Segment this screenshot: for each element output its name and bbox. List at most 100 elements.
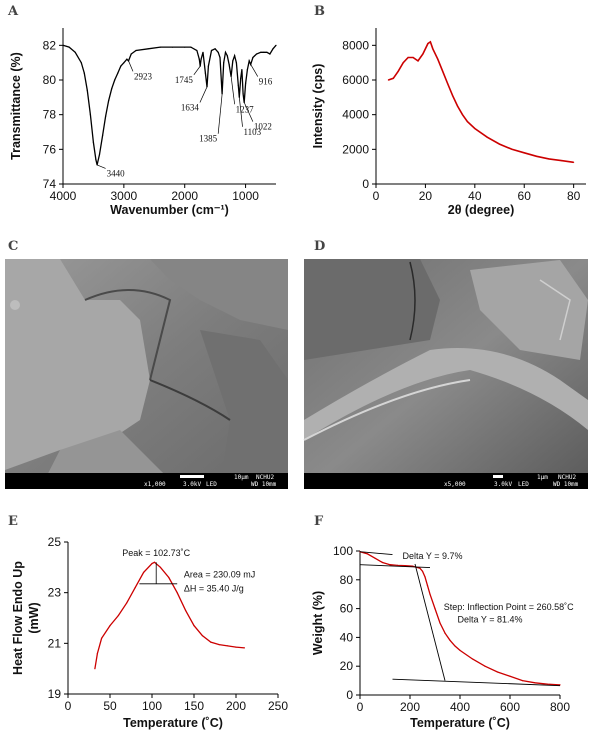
ftir-chart: 4000 3000 2000 1000 74 76 78 80 82 Wavenumber (cm… — [9, 28, 277, 217]
data-point — [449, 639, 451, 641]
data-point — [412, 56, 414, 59]
y-tick-label: 60 — [340, 602, 354, 616]
sem-c-scale: 10μm — [234, 474, 249, 481]
panel-label-f: F — [314, 514, 324, 529]
data-point — [86, 89, 88, 91]
data-point — [240, 77, 242, 79]
data-point — [498, 143, 501, 145]
data-point — [223, 62, 225, 64]
x-axis-title: Temperature (˚C) — [410, 716, 510, 730]
y-tick-label: 74 — [43, 177, 57, 191]
data-point — [427, 43, 429, 45]
annotation-leader — [250, 64, 259, 77]
peak-annotation: 1237 — [236, 104, 255, 114]
data-point — [102, 134, 104, 137]
x-tick-label: 2000 — [171, 189, 198, 203]
data-point — [135, 49, 137, 52]
y-tick-label: 0 — [346, 688, 353, 702]
x-tick-label: 0 — [357, 700, 364, 714]
y-tick-label: 100 — [333, 544, 353, 558]
data-point — [392, 77, 394, 79]
enthalpy-label: ΔH = 35.40 J/g — [184, 583, 244, 593]
data-point — [108, 100, 110, 102]
x-tick-label: 0 — [373, 189, 380, 203]
data-point — [536, 155, 538, 157]
y-tick-label: 19 — [48, 687, 62, 701]
y-axis-title: Intensity (cps) — [311, 64, 325, 149]
data-point — [201, 635, 203, 637]
xrd-chart: 0 20 40 60 80 0 2000 4000 6000 8000 2θ (degree) Int… — [311, 28, 586, 217]
data-point — [404, 565, 406, 567]
data-point — [548, 158, 550, 160]
peak-annotation: 1745 — [175, 75, 194, 85]
data-point — [98, 153, 101, 156]
data-point — [68, 46, 70, 48]
x-tick-label: 0 — [65, 699, 72, 713]
data-point — [224, 51, 227, 53]
x-tick-label: 200 — [400, 700, 420, 714]
data-point — [147, 48, 149, 50]
data-point — [184, 46, 186, 48]
data-point — [83, 72, 85, 74]
y-tick-label: 78 — [43, 108, 57, 122]
data-point — [95, 159, 97, 161]
data-point — [105, 115, 107, 117]
data-point — [117, 614, 119, 617]
x-axis-title: 2θ (degree) — [448, 203, 515, 217]
data-point — [452, 95, 454, 97]
data-point — [419, 567, 421, 569]
data-point — [202, 51, 204, 53]
y-tick-label: 23 — [48, 586, 62, 600]
data-point — [218, 644, 220, 646]
data-point — [80, 62, 82, 64]
data-point — [130, 53, 132, 55]
annotation-leader — [199, 86, 208, 103]
data-point — [439, 622, 441, 624]
data-point — [248, 60, 250, 62]
y-tick-label: 20 — [340, 659, 354, 673]
y-tick-label: 80 — [340, 573, 354, 587]
y-tick-label: 82 — [43, 38, 57, 52]
data-point — [454, 645, 456, 647]
data-point — [381, 561, 384, 564]
data-point — [168, 576, 170, 579]
sem-d-wd: WD 10mm — [553, 481, 579, 488]
data-point — [466, 121, 468, 123]
data-point — [226, 55, 228, 57]
data-point — [444, 632, 446, 634]
x-tick-label: 80 — [567, 189, 581, 203]
data-point — [521, 680, 524, 682]
data-point — [227, 645, 229, 647]
peak-annotation: 1634 — [181, 103, 200, 113]
data-point — [429, 41, 431, 43]
data-point — [432, 48, 434, 50]
data-point — [269, 53, 271, 55]
data-point — [255, 53, 258, 55]
data-point — [96, 652, 98, 655]
data-point — [200, 58, 202, 60]
x-tick-label: 60 — [518, 189, 532, 203]
data-point — [402, 62, 404, 64]
y-axis-title: Heat Flow Endo Up (mW) — [11, 561, 41, 675]
data-point — [176, 592, 178, 594]
data-point — [260, 51, 262, 53]
data-point — [234, 55, 236, 57]
sem-d-kv: 3.0kV — [494, 481, 512, 488]
tangent-line — [359, 564, 431, 569]
x-tick-label: 4000 — [50, 189, 77, 203]
x-tick-label: 3000 — [111, 189, 138, 203]
data-point — [134, 587, 136, 589]
data-point — [496, 671, 499, 673]
data-point — [219, 56, 221, 59]
data-point — [143, 571, 145, 574]
data-point — [120, 65, 122, 67]
data-point — [214, 48, 216, 50]
y-axis-title: Weight (%) — [311, 591, 325, 655]
data-point — [397, 70, 399, 72]
data-point — [459, 649, 461, 652]
data-point — [523, 152, 525, 154]
data-point — [456, 105, 459, 107]
annotation-leader — [96, 164, 106, 169]
delta-y-2-label: Delta Y = 81.4% — [458, 614, 523, 624]
